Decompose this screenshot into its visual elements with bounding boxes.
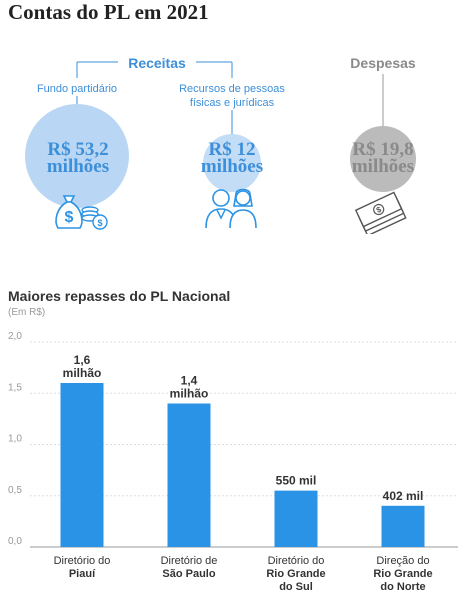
bar — [60, 383, 104, 547]
despesas-circle — [350, 126, 416, 192]
despesas-amount-line1: R$ 19,8 — [352, 139, 414, 160]
y-tick-label: 1,0 — [8, 434, 22, 445]
x-tick-label: São Paulo — [162, 568, 215, 580]
receitas-heading: Receitas — [128, 55, 186, 71]
x-tick-label: Rio Grande — [373, 568, 432, 580]
svg-text:$: $ — [65, 209, 74, 226]
fundo-amount-line1: R$ 53,2 — [47, 139, 109, 160]
svg-text:$: $ — [97, 218, 102, 228]
data-label: milhão — [63, 366, 102, 380]
cash-stack-icon: $ — [354, 191, 407, 234]
bar — [381, 505, 425, 547]
y-tick-label: 0,0 — [8, 536, 22, 547]
infographic-lines — [76, 61, 384, 134]
x-tick-label: Piauí — [69, 568, 96, 580]
data-label: milhão — [170, 387, 209, 401]
data-label: 1,4 — [181, 374, 198, 388]
recursos-label-line1: Recursos de pessoas — [179, 83, 285, 95]
despesas-amount-line2: milhões — [351, 156, 415, 177]
chart-title: Maiores repasses do PL Nacional — [8, 288, 231, 304]
chart-subtitle: (Em R$) — [8, 307, 46, 318]
x-tick-label: Direção do — [376, 555, 429, 567]
data-label: 402 mil — [383, 489, 424, 503]
x-tick-label: do Sul — [279, 581, 313, 593]
x-tick-label: Diretório de — [161, 555, 218, 567]
x-tick-label: Rio Grande — [266, 568, 325, 580]
y-tick-label: 1,5 — [8, 382, 22, 393]
data-label: 1,6 — [74, 353, 91, 367]
y-tick-label: 0,5 — [8, 485, 22, 496]
x-tick-label: Diretório do — [268, 555, 325, 567]
recursos-amount-line2: milhões — [200, 156, 264, 177]
bar — [167, 403, 211, 547]
fundo-label: Fundo partidário — [36, 83, 118, 95]
data-label: 550 mil — [276, 474, 317, 488]
y-tick-label: 2,0 — [8, 331, 22, 342]
recursos-circle — [203, 134, 261, 192]
recursos-amount-line1: R$ 12 — [208, 139, 256, 160]
x-tick-label: Diretório do — [54, 555, 111, 567]
fundo-amount-line2: milhões — [46, 156, 110, 177]
despesas-heading: Despesas — [350, 55, 416, 71]
people-icon — [205, 188, 257, 229]
svg-text:$: $ — [375, 205, 383, 215]
page-title: Contas do PL em 2021 — [8, 0, 209, 24]
bar — [274, 490, 318, 547]
money-bag-icon: $ $ — [55, 195, 108, 230]
recursos-label-line2: físicas e jurídicas — [189, 97, 275, 109]
fundo-circle — [25, 104, 129, 208]
x-tick-label: do Norte — [380, 581, 425, 593]
